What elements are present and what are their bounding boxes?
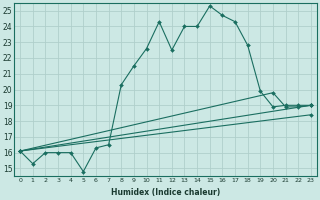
X-axis label: Humidex (Indice chaleur): Humidex (Indice chaleur) xyxy=(111,188,220,197)
